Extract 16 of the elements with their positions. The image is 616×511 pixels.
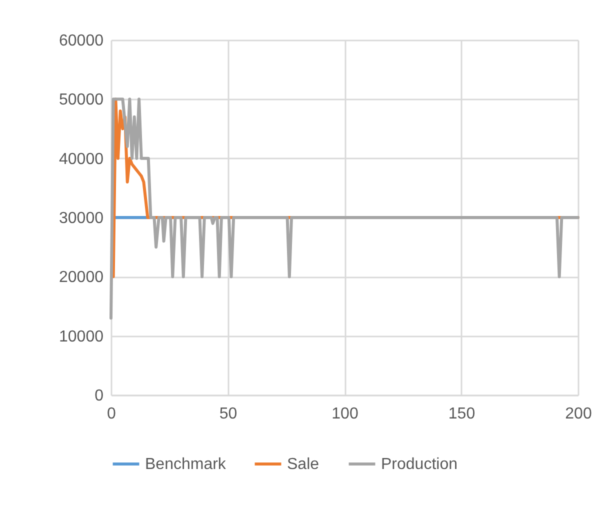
x-tick-label: 100 [332, 406, 358, 422]
legend-label: Sale [287, 456, 320, 473]
y-tick-label: 60000 [59, 32, 104, 50]
y-tick-label: 40000 [59, 150, 104, 168]
y-tick-label: 30000 [59, 210, 104, 227]
y-tick-label: 10000 [59, 328, 104, 346]
x-tick-label: 150 [448, 406, 476, 422]
x-tick-label: 0 [107, 406, 116, 422]
legend-label: Production [381, 456, 458, 473]
y-tick-label: 50000 [59, 92, 104, 109]
legend-label: Benchmark [145, 456, 227, 473]
line-series [110, 98, 580, 320]
x-tick-label: 50 [219, 406, 238, 422]
y-tick-label: 0 [94, 388, 104, 404]
x-tick-label: 200 [565, 406, 592, 422]
y-tick-label: 20000 [59, 269, 104, 286]
